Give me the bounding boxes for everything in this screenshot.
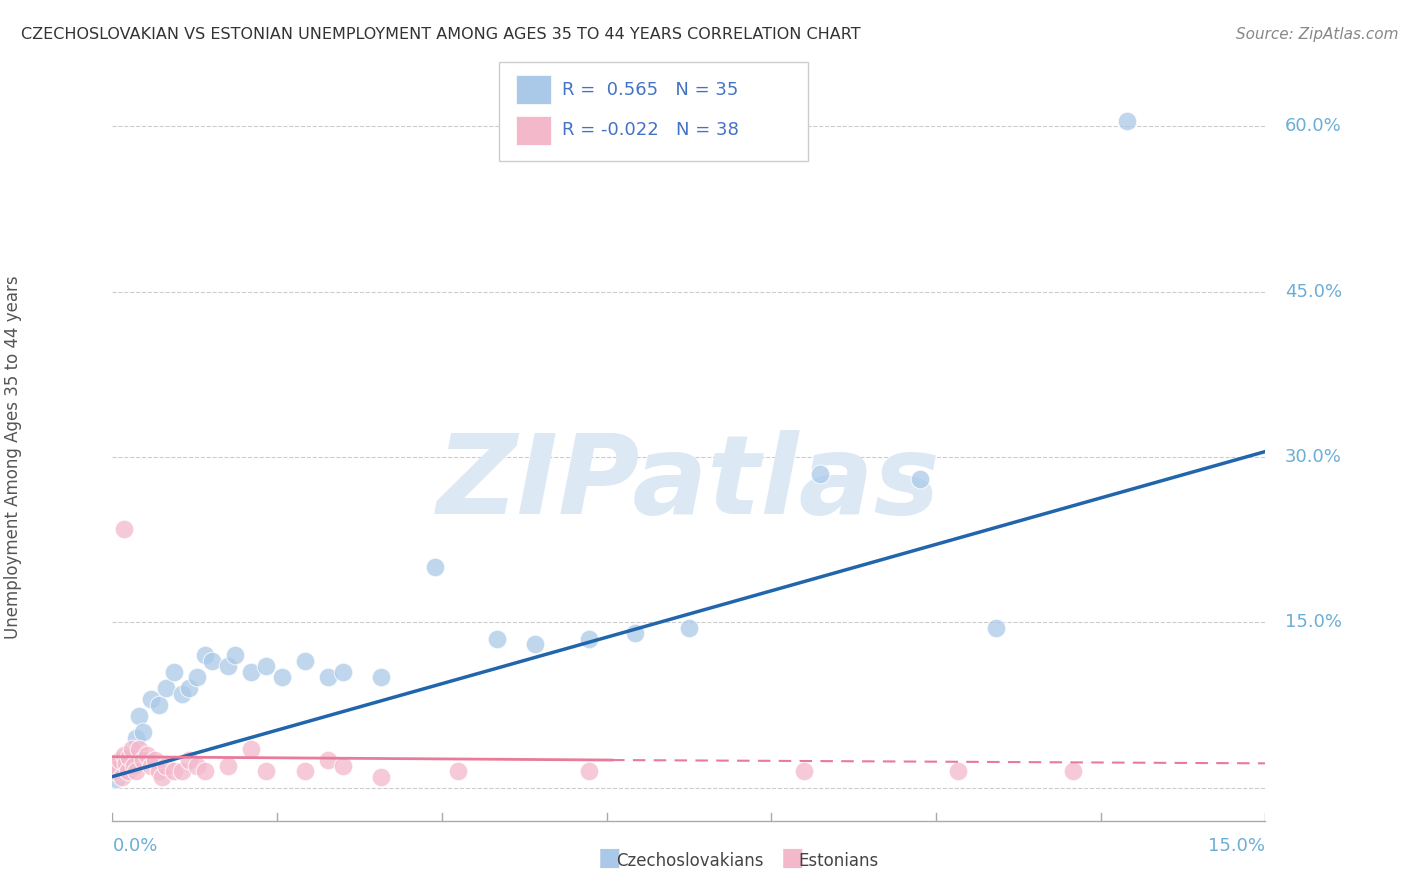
Point: [128, 742, 150, 756]
Point: [254, 659, 277, 673]
Point: [1062, 764, 1084, 778]
Point: [270, 670, 292, 684]
Point: [186, 758, 208, 772]
Point: [425, 560, 447, 574]
Point: [148, 698, 170, 712]
Point: [163, 764, 186, 778]
Text: 15.0%: 15.0%: [1285, 614, 1341, 632]
Point: [239, 742, 262, 756]
Point: [316, 753, 339, 767]
Point: [793, 764, 815, 778]
Point: [578, 764, 600, 778]
Point: [105, 758, 128, 772]
Text: R =  0.565   N = 35: R = 0.565 N = 35: [562, 81, 738, 99]
Point: [143, 753, 166, 767]
Point: [124, 731, 146, 745]
Text: 0.0%: 0.0%: [112, 838, 157, 855]
Point: [108, 753, 131, 767]
Point: [808, 467, 831, 481]
Point: [112, 758, 135, 772]
Point: [294, 654, 316, 668]
Text: R = -0.022   N = 38: R = -0.022 N = 38: [562, 121, 740, 139]
Point: [524, 637, 547, 651]
Point: [447, 764, 470, 778]
Point: [108, 764, 131, 778]
Point: [148, 764, 170, 778]
Point: [170, 764, 193, 778]
Point: [115, 756, 138, 771]
Point: [111, 770, 134, 784]
Point: [254, 764, 277, 778]
Point: [139, 758, 162, 772]
Point: [103, 764, 125, 778]
Point: [986, 621, 1008, 635]
Point: [117, 764, 139, 778]
Point: [118, 749, 141, 764]
Point: [136, 747, 159, 762]
Text: CZECHOSLOVAKIAN VS ESTONIAN UNEMPLOYMENT AMONG AGES 35 TO 44 YEARS CORRELATION C: CZECHOSLOVAKIAN VS ESTONIAN UNEMPLOYMENT…: [21, 27, 860, 42]
Text: Source: ZipAtlas.com: Source: ZipAtlas.com: [1236, 27, 1399, 42]
Point: [122, 758, 145, 772]
Point: [332, 665, 354, 679]
Point: [316, 670, 339, 684]
Point: [179, 681, 201, 696]
Point: [179, 753, 201, 767]
Point: [132, 753, 155, 767]
Point: [128, 709, 150, 723]
Text: ZIPatlas: ZIPatlas: [437, 430, 941, 537]
Point: [624, 626, 647, 640]
Point: [239, 665, 262, 679]
Point: [294, 764, 316, 778]
Point: [217, 758, 239, 772]
Point: [163, 665, 186, 679]
Point: [678, 621, 700, 635]
Text: 15.0%: 15.0%: [1208, 838, 1265, 855]
Point: [194, 764, 217, 778]
Point: [107, 761, 129, 775]
Point: [908, 472, 931, 486]
Point: [1116, 114, 1139, 128]
Point: [578, 632, 600, 646]
Point: [186, 670, 208, 684]
Point: [112, 747, 135, 762]
Text: ■: ■: [780, 846, 804, 870]
Point: [139, 692, 162, 706]
Point: [112, 522, 135, 536]
Text: ■: ■: [598, 846, 621, 870]
Point: [155, 758, 177, 772]
Point: [485, 632, 508, 646]
Point: [132, 725, 155, 739]
Point: [332, 758, 354, 772]
Text: Estonians: Estonians: [799, 852, 879, 870]
Text: 30.0%: 30.0%: [1285, 448, 1341, 466]
Point: [370, 770, 392, 784]
Text: 45.0%: 45.0%: [1285, 283, 1341, 301]
Point: [370, 670, 392, 684]
Point: [194, 648, 217, 663]
Point: [170, 687, 193, 701]
Text: 60.0%: 60.0%: [1285, 118, 1341, 136]
Point: [117, 747, 139, 762]
Text: Unemployment Among Ages 35 to 44 years: Unemployment Among Ages 35 to 44 years: [4, 276, 21, 639]
Text: Czechoslovakians: Czechoslovakians: [616, 852, 763, 870]
Point: [201, 654, 224, 668]
Point: [152, 770, 174, 784]
Point: [155, 681, 177, 696]
Point: [121, 742, 143, 756]
Point: [946, 764, 969, 778]
Point: [124, 764, 146, 778]
Point: [224, 648, 246, 663]
Point: [217, 659, 239, 673]
Point: [105, 772, 128, 786]
